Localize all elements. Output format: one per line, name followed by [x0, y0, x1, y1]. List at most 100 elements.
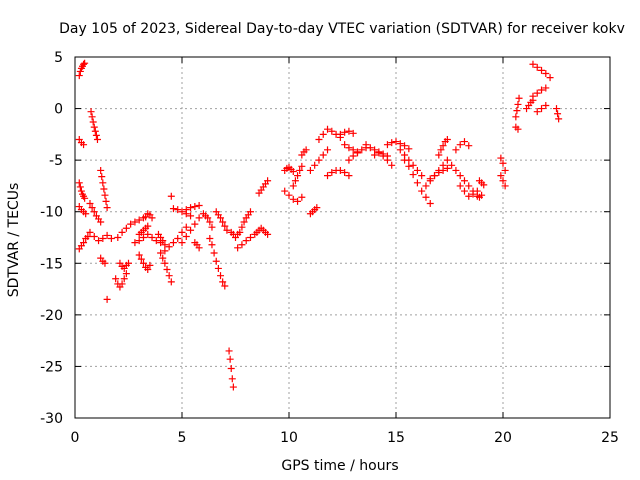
series-s66	[529, 60, 554, 82]
plot-frame	[74, 56, 611, 419]
data-point	[219, 218, 227, 226]
series-s43	[324, 166, 353, 180]
y-axis-label: SDTVAR / TECUs	[6, 183, 22, 298]
data-point	[336, 130, 344, 138]
data-point	[144, 222, 152, 230]
data-point	[246, 208, 254, 216]
data-point	[90, 208, 98, 216]
data-point	[336, 166, 344, 174]
x-tick-label: 10	[280, 430, 298, 446]
data-point	[86, 228, 94, 236]
series-s61	[497, 172, 509, 190]
data-point	[159, 237, 167, 245]
data-point	[285, 191, 293, 199]
data-point	[418, 172, 426, 180]
y-tick-label: -5	[49, 153, 63, 169]
series-s49	[383, 138, 413, 153]
data-point	[379, 152, 387, 160]
series-s64	[523, 96, 537, 113]
data-point	[89, 118, 97, 126]
data-point	[77, 187, 85, 195]
data-point	[546, 74, 554, 82]
data-point	[81, 59, 89, 67]
data-point	[169, 205, 177, 213]
data-point	[178, 228, 186, 236]
series-s15	[131, 230, 165, 247]
series-s01	[75, 59, 89, 80]
data-point	[187, 212, 195, 220]
series-s58	[475, 177, 488, 189]
data-point	[328, 127, 336, 135]
data-point	[501, 182, 509, 190]
data-point	[107, 235, 115, 243]
data-point	[167, 278, 175, 286]
chart-title: Day 105 of 2023, Sidereal Day-to-day VTE…	[59, 21, 625, 37]
series-s21	[161, 223, 190, 255]
data-point	[294, 172, 302, 180]
data-point	[178, 208, 186, 216]
data-point	[214, 264, 222, 272]
series-s10	[97, 254, 109, 267]
data-point	[366, 144, 374, 152]
series-s19	[154, 230, 169, 249]
series-s51	[401, 156, 434, 207]
data-points	[75, 59, 563, 391]
data-point	[182, 206, 190, 214]
data-point	[165, 272, 173, 280]
series-s38	[289, 162, 306, 190]
data-point	[341, 141, 349, 149]
data-point	[122, 224, 130, 232]
data-point	[460, 187, 468, 195]
data-point	[345, 127, 353, 135]
data-point	[102, 197, 110, 205]
series-s18	[142, 210, 156, 222]
data-point	[529, 60, 537, 68]
data-point	[358, 146, 366, 154]
series-s16	[135, 251, 154, 273]
data-point	[456, 141, 464, 149]
data-point	[139, 234, 147, 241]
data-point	[165, 243, 173, 251]
data-point	[533, 63, 541, 71]
data-point	[112, 275, 120, 283]
data-point	[553, 105, 560, 113]
series-s44	[336, 127, 357, 138]
data-point	[341, 128, 349, 136]
data-point	[90, 123, 98, 131]
data-point	[291, 177, 299, 185]
data-point	[480, 181, 488, 189]
data-point	[163, 265, 171, 273]
data-point	[135, 216, 143, 224]
data-point	[396, 146, 404, 154]
data-point	[88, 204, 96, 212]
series-s65	[529, 84, 550, 100]
data-point	[460, 138, 468, 146]
data-point	[103, 204, 111, 212]
data-point	[97, 218, 105, 226]
data-point	[118, 228, 126, 236]
data-point	[529, 92, 537, 100]
series-s13	[114, 214, 147, 241]
data-point	[313, 204, 321, 212]
data-point	[306, 166, 314, 174]
data-point	[501, 166, 509, 174]
data-point	[206, 218, 214, 226]
data-point	[264, 177, 272, 185]
x-axis-label: GPS time / hours	[281, 458, 398, 474]
data-point	[226, 355, 234, 363]
data-point	[413, 166, 421, 174]
series-s07	[86, 199, 105, 226]
series-s08	[86, 228, 115, 245]
series-s24	[178, 214, 203, 247]
y-tick-label: 5	[54, 50, 63, 66]
data-point	[542, 101, 550, 109]
data-point	[371, 151, 379, 159]
data-point	[315, 156, 323, 164]
data-point	[443, 136, 451, 144]
data-point	[353, 149, 361, 157]
data-point	[383, 141, 391, 149]
data-point	[456, 172, 464, 180]
data-point	[422, 182, 430, 190]
data-point	[302, 146, 310, 154]
